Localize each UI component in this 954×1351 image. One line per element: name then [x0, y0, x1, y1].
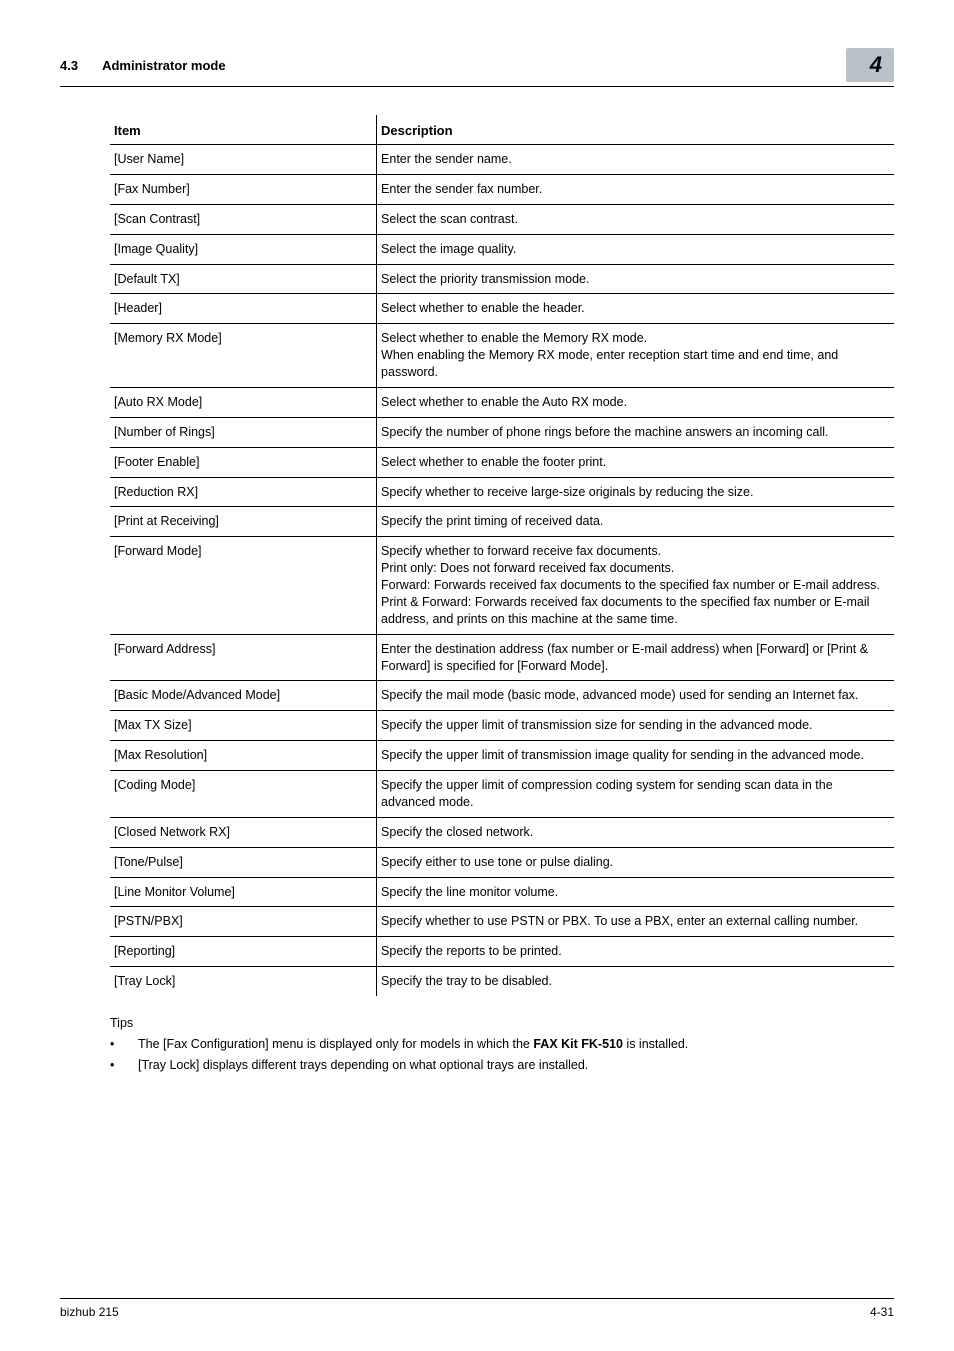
- cell-item: [Tone/Pulse]: [110, 847, 377, 877]
- table-row: [Fax Number]Enter the sender fax number.: [110, 174, 894, 204]
- cell-description: Specify whether to use PSTN or PBX. To u…: [377, 907, 894, 937]
- cell-item: [Fax Number]: [110, 174, 377, 204]
- cell-item: [PSTN/PBX]: [110, 907, 377, 937]
- table-row: [Footer Enable]Select whether to enable …: [110, 447, 894, 477]
- table-row: [Image Quality]Select the image quality.: [110, 234, 894, 264]
- col-header-description: Description: [377, 115, 894, 145]
- cell-item: [Closed Network RX]: [110, 817, 377, 847]
- cell-item: [Reporting]: [110, 937, 377, 967]
- table-row: [Forward Mode]Specify whether to forward…: [110, 537, 894, 634]
- header-left: 4.3 Administrator mode: [60, 58, 226, 73]
- bullet-icon: •: [110, 1057, 138, 1074]
- tips-list: •The [Fax Configuration] menu is display…: [110, 1036, 894, 1074]
- cell-description: Specify the number of phone rings before…: [377, 417, 894, 447]
- page-footer: bizhub 215 4-31: [60, 1298, 894, 1319]
- footer-left: bizhub 215: [60, 1305, 119, 1319]
- table-row: [Max Resolution]Specify the upper limit …: [110, 741, 894, 771]
- table-row: [Tone/Pulse]Specify either to use tone o…: [110, 847, 894, 877]
- cell-item: [Image Quality]: [110, 234, 377, 264]
- tips-item: •[Tray Lock] displays different trays de…: [110, 1057, 894, 1074]
- table-row: [Coding Mode]Specify the upper limit of …: [110, 771, 894, 818]
- table-row: [Max TX Size]Specify the upper limit of …: [110, 711, 894, 741]
- section-title: Administrator mode: [102, 58, 226, 73]
- table-row: [Basic Mode/Advanced Mode]Specify the ma…: [110, 681, 894, 711]
- section-number: 4.3: [60, 58, 78, 73]
- cell-description: Enter the sender fax number.: [377, 174, 894, 204]
- table-row: [Auto RX Mode]Select whether to enable t…: [110, 387, 894, 417]
- chapter-badge: 4: [846, 48, 894, 82]
- cell-description: Specify the reports to be printed.: [377, 937, 894, 967]
- table-row: [Tray Lock]Specify the tray to be disabl…: [110, 967, 894, 996]
- cell-description: Specify the closed network.: [377, 817, 894, 847]
- cell-item: [Print at Receiving]: [110, 507, 377, 537]
- table-row: [Memory RX Mode]Select whether to enable…: [110, 324, 894, 388]
- table-row: [Scan Contrast]Select the scan contrast.: [110, 204, 894, 234]
- cell-item: [Scan Contrast]: [110, 204, 377, 234]
- cell-description: Specify the line monitor volume.: [377, 877, 894, 907]
- table-row: [Reduction RX]Specify whether to receive…: [110, 477, 894, 507]
- tips-text: The [Fax Configuration] menu is displaye…: [138, 1036, 688, 1053]
- cell-description: Select whether to enable the header.: [377, 294, 894, 324]
- cell-description: Specify the upper limit of transmission …: [377, 711, 894, 741]
- table-row: [User Name]Enter the sender name.: [110, 145, 894, 175]
- table-row: [Default TX]Select the priority transmis…: [110, 264, 894, 294]
- cell-description: Specify either to use tone or pulse dial…: [377, 847, 894, 877]
- cell-item: [Forward Address]: [110, 634, 377, 681]
- cell-item: [User Name]: [110, 145, 377, 175]
- cell-description: Specify whether to forward receive fax d…: [377, 537, 894, 634]
- cell-item: [Memory RX Mode]: [110, 324, 377, 388]
- table-row: [Reporting]Specify the reports to be pri…: [110, 937, 894, 967]
- cell-item: [Number of Rings]: [110, 417, 377, 447]
- cell-item: [Max Resolution]: [110, 741, 377, 771]
- cell-description: Specify whether to receive large-size or…: [377, 477, 894, 507]
- col-header-item: Item: [110, 115, 377, 145]
- tips-text: [Tray Lock] displays different trays dep…: [138, 1057, 588, 1074]
- settings-table: Item Description [User Name]Enter the se…: [110, 115, 894, 996]
- cell-item: [Forward Mode]: [110, 537, 377, 634]
- page-header: 4.3 Administrator mode 4: [60, 48, 894, 87]
- table-row: [Line Monitor Volume]Specify the line mo…: [110, 877, 894, 907]
- tips-item: •The [Fax Configuration] menu is display…: [110, 1036, 894, 1053]
- cell-description: Select whether to enable the Auto RX mod…: [377, 387, 894, 417]
- table-row: [Header]Select whether to enable the hea…: [110, 294, 894, 324]
- cell-description: Enter the sender name.: [377, 145, 894, 175]
- tips-section: Tips •The [Fax Configuration] menu is di…: [110, 1016, 894, 1074]
- table-row: [Number of Rings]Specify the number of p…: [110, 417, 894, 447]
- cell-description: Select the image quality.: [377, 234, 894, 264]
- cell-item: [Basic Mode/Advanced Mode]: [110, 681, 377, 711]
- table-row: [Forward Address]Enter the destination a…: [110, 634, 894, 681]
- cell-description: Enter the destination address (fax numbe…: [377, 634, 894, 681]
- cell-item: [Reduction RX]: [110, 477, 377, 507]
- cell-item: [Default TX]: [110, 264, 377, 294]
- cell-item: [Auto RX Mode]: [110, 387, 377, 417]
- cell-description: Specify the upper limit of transmission …: [377, 741, 894, 771]
- cell-item: [Coding Mode]: [110, 771, 377, 818]
- table-row: [PSTN/PBX]Specify whether to use PSTN or…: [110, 907, 894, 937]
- bullet-icon: •: [110, 1036, 138, 1053]
- cell-description: Select the scan contrast.: [377, 204, 894, 234]
- cell-item: [Footer Enable]: [110, 447, 377, 477]
- table-row: [Closed Network RX]Specify the closed ne…: [110, 817, 894, 847]
- cell-description: Select whether to enable the footer prin…: [377, 447, 894, 477]
- cell-item: [Line Monitor Volume]: [110, 877, 377, 907]
- cell-description: Specify the mail mode (basic mode, advan…: [377, 681, 894, 711]
- cell-description: Specify the print timing of received dat…: [377, 507, 894, 537]
- cell-description: Select the priority transmission mode.: [377, 264, 894, 294]
- cell-description: Select whether to enable the Memory RX m…: [377, 324, 894, 388]
- footer-right: 4-31: [870, 1305, 894, 1319]
- cell-item: [Header]: [110, 294, 377, 324]
- cell-description: Specify the tray to be disabled.: [377, 967, 894, 996]
- table-row: [Print at Receiving]Specify the print ti…: [110, 507, 894, 537]
- cell-description: Specify the upper limit of compression c…: [377, 771, 894, 818]
- tips-heading: Tips: [110, 1016, 894, 1030]
- cell-item: [Tray Lock]: [110, 967, 377, 996]
- cell-item: [Max TX Size]: [110, 711, 377, 741]
